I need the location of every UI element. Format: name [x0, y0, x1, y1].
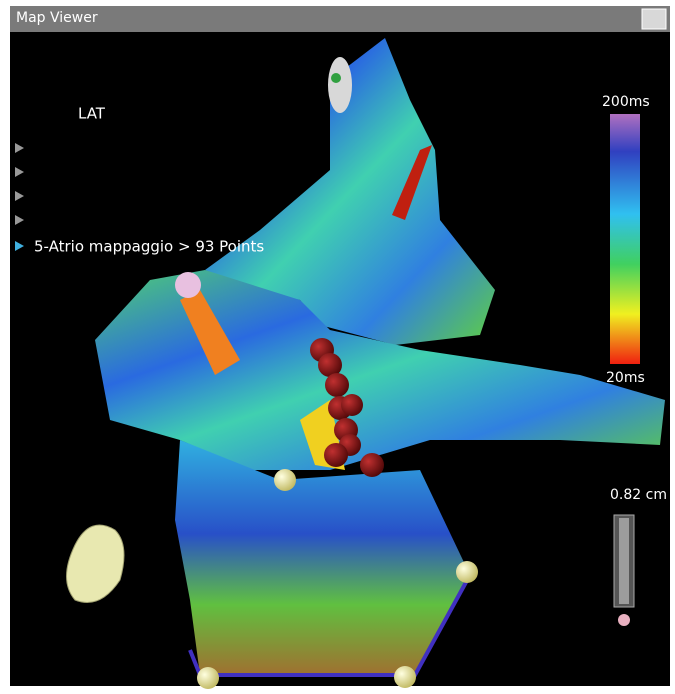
scale-min-label: 20ms: [606, 370, 645, 386]
landmark: [175, 272, 201, 298]
scale-bar-knob[interactable]: [618, 614, 630, 626]
scale-max-label: 200ms: [602, 94, 650, 110]
layer-list: [15, 143, 24, 251]
catheter-icon: [331, 73, 341, 83]
layer-arrow[interactable]: [15, 215, 24, 225]
landmark: [456, 561, 478, 583]
ablation-points: [310, 338, 384, 477]
mesh-region: [180, 290, 240, 375]
layer-arrow[interactable]: [15, 143, 24, 153]
landmark: [394, 666, 416, 688]
ablation-point: [360, 453, 384, 477]
color-scale: [610, 114, 640, 364]
mesh-region: [205, 38, 495, 345]
mesh-region: [392, 145, 432, 220]
catheter-icon: [328, 57, 352, 113]
landmark: [197, 667, 219, 689]
layer-arrow[interactable]: [15, 191, 24, 201]
title-bar: [10, 6, 670, 32]
mesh-region: [175, 440, 470, 675]
mesh-edge: [188, 574, 472, 677]
mini-heart: [66, 524, 125, 603]
map-mode-label: LAT: [78, 105, 106, 123]
ablation-point: [325, 373, 349, 397]
ablation-point: [341, 394, 363, 416]
layer-arrow[interactable]: [15, 167, 24, 177]
scale-bar: [619, 518, 629, 604]
window-button[interactable]: [641, 8, 667, 30]
mesh-region: [95, 270, 665, 470]
active-layer[interactable]: 5-Atrio mappaggio > 93 Points: [34, 238, 264, 256]
landmarks: [175, 57, 478, 689]
ablation-point: [318, 353, 342, 377]
anatomy-mesh: [95, 38, 665, 677]
ablation-point: [324, 443, 348, 467]
layer-arrow[interactable]: [15, 241, 24, 251]
landmark: [274, 469, 296, 491]
scale-bar-label: 0.82 cm: [610, 487, 667, 503]
window-title: Map Viewer: [16, 10, 98, 26]
heart-icon: [66, 524, 125, 603]
